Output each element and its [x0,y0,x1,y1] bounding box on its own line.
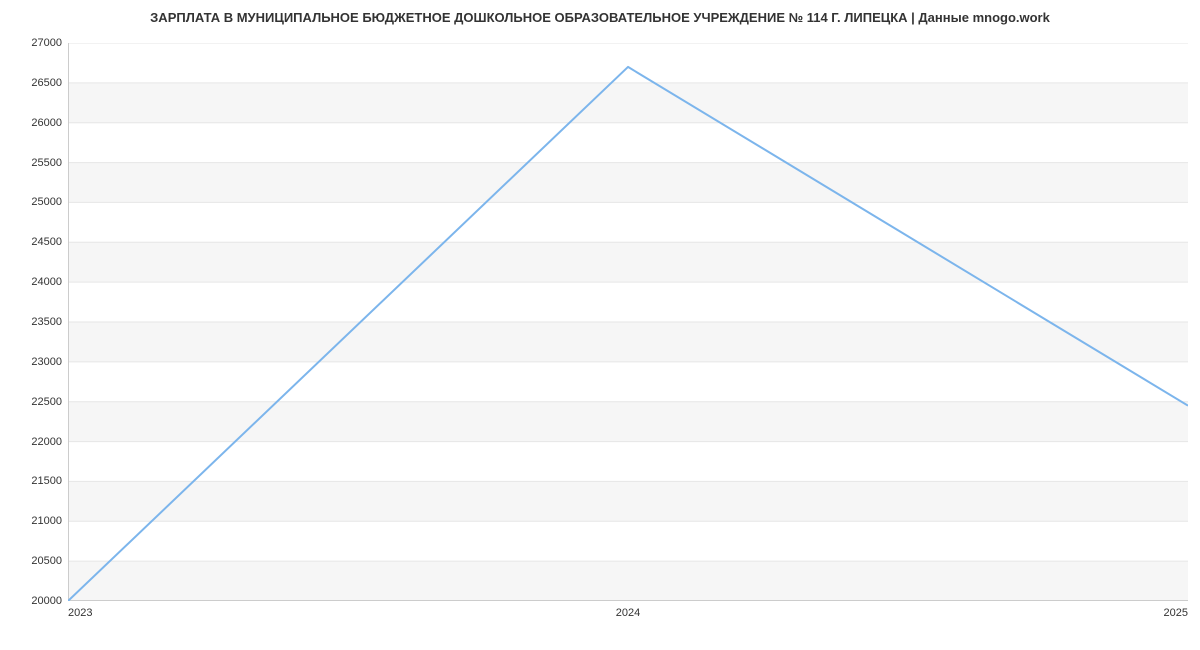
y-tick-label: 27000 [31,37,68,49]
y-tick-label: 20500 [31,555,68,567]
y-tick-label: 25500 [31,157,68,169]
y-tick-label: 25000 [31,196,68,208]
chart-svg [68,43,1188,601]
y-tick-label: 22000 [31,436,68,448]
y-tick-label: 21000 [31,515,68,527]
y-tick-label: 24500 [31,236,68,248]
y-tick-label: 24000 [31,276,68,288]
x-tick-label: 2023 [68,601,92,619]
y-tick-label: 20000 [31,595,68,607]
y-tick-label: 26500 [31,77,68,89]
y-tick-label: 23000 [31,356,68,368]
x-tick-label: 2025 [1164,601,1188,619]
y-tick-label: 22500 [31,396,68,408]
y-tick-label: 21500 [31,475,68,487]
chart-container: ЗАРПЛАТА В МУНИЦИПАЛЬНОЕ БЮДЖЕТНОЕ ДОШКО… [0,0,1200,650]
chart-title: ЗАРПЛАТА В МУНИЦИПАЛЬНОЕ БЮДЖЕТНОЕ ДОШКО… [0,10,1200,25]
y-tick-label: 23500 [31,316,68,328]
plot-area: 2000020500210002150022000225002300023500… [68,43,1188,601]
y-tick-label: 26000 [31,117,68,129]
x-tick-label: 2024 [616,601,640,619]
